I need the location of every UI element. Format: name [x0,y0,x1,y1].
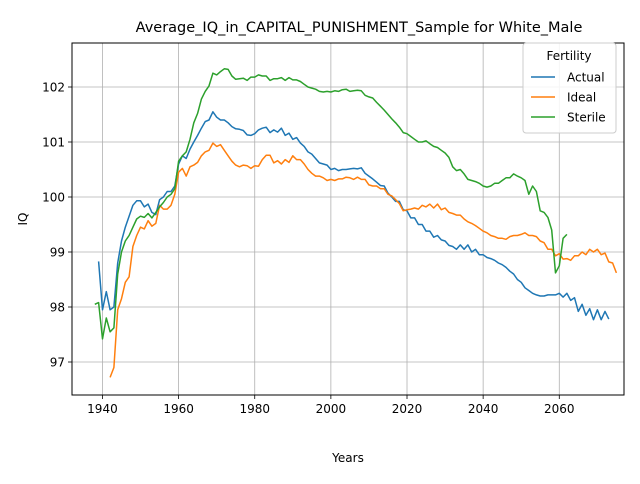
y-tick-label: 102 [42,81,65,95]
x-axis-label: Years [331,451,364,465]
chart-title: Average_IQ_in_CAPITAL_PUNISHMENT_Sample … [136,20,583,36]
x-tick-label: 2060 [544,402,575,416]
legend-title: Fertility [546,49,591,63]
x-tick-label: 2020 [392,402,423,416]
x-tick-label: 1960 [163,402,194,416]
legend: Fertility Actual Ideal Sterile [522,42,617,134]
y-tick-label: 98 [50,301,65,315]
y-tick-label: 101 [42,136,65,150]
plot-area-frame [71,42,625,396]
series-line-sterile [94,68,568,340]
series-lines [94,68,618,378]
y-axis-label: IQ [16,213,30,226]
x-tick-label: 1940 [87,402,118,416]
y-tick-label: 99 [50,246,65,260]
x-tick-label: 1980 [239,402,270,416]
axis-ticks: 1940 1960 1980 2000 2020 2040 2060 97 98 99 100 101… [42,81,574,417]
series-line-ideal [109,142,618,378]
legend-label-sterile: Sterile [567,111,606,125]
series-line-actual [97,111,610,321]
legend-box [522,42,617,134]
legend-label-ideal: Ideal [567,91,596,105]
x-tick-label: 2000 [316,402,347,416]
legend-entries: Actual Ideal Sterile [531,71,606,125]
x-tick-label: 2040 [468,402,499,416]
y-tick-label: 100 [42,191,65,205]
legend-label-actual: Actual [567,71,605,85]
y-tick-label: 97 [50,356,65,370]
